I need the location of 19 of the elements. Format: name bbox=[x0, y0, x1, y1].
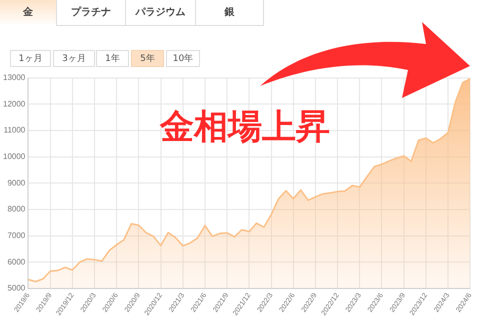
y-tick-label: 9000 bbox=[7, 178, 26, 188]
text: パラジウム bbox=[125, 0, 196, 26]
y-tick-label: 11000 bbox=[4, 126, 26, 135]
y-tick-label: 5000 bbox=[7, 284, 26, 293]
text: 1ヶ月 bbox=[10, 50, 51, 67]
text: 5年 bbox=[131, 50, 164, 67]
y-tick-label: 12000 bbox=[2, 99, 26, 108]
text: 10年 bbox=[166, 50, 200, 67]
text: 銀 bbox=[195, 0, 264, 26]
y-tick-label: 8000 bbox=[7, 204, 26, 214]
text: 3ヶ月 bbox=[53, 50, 95, 67]
y-tick-label: 13000 bbox=[2, 73, 26, 82]
text: 1年 bbox=[96, 50, 129, 67]
y-tick-label: 7000 bbox=[7, 230, 26, 240]
annotation: 金相場上昇 bbox=[160, 106, 330, 149]
text: プラチナ bbox=[56, 0, 126, 26]
y-tick-label: 10000 bbox=[2, 152, 26, 161]
y-tick-label: 6000 bbox=[7, 257, 26, 266]
text: 金 bbox=[0, 0, 56, 26]
